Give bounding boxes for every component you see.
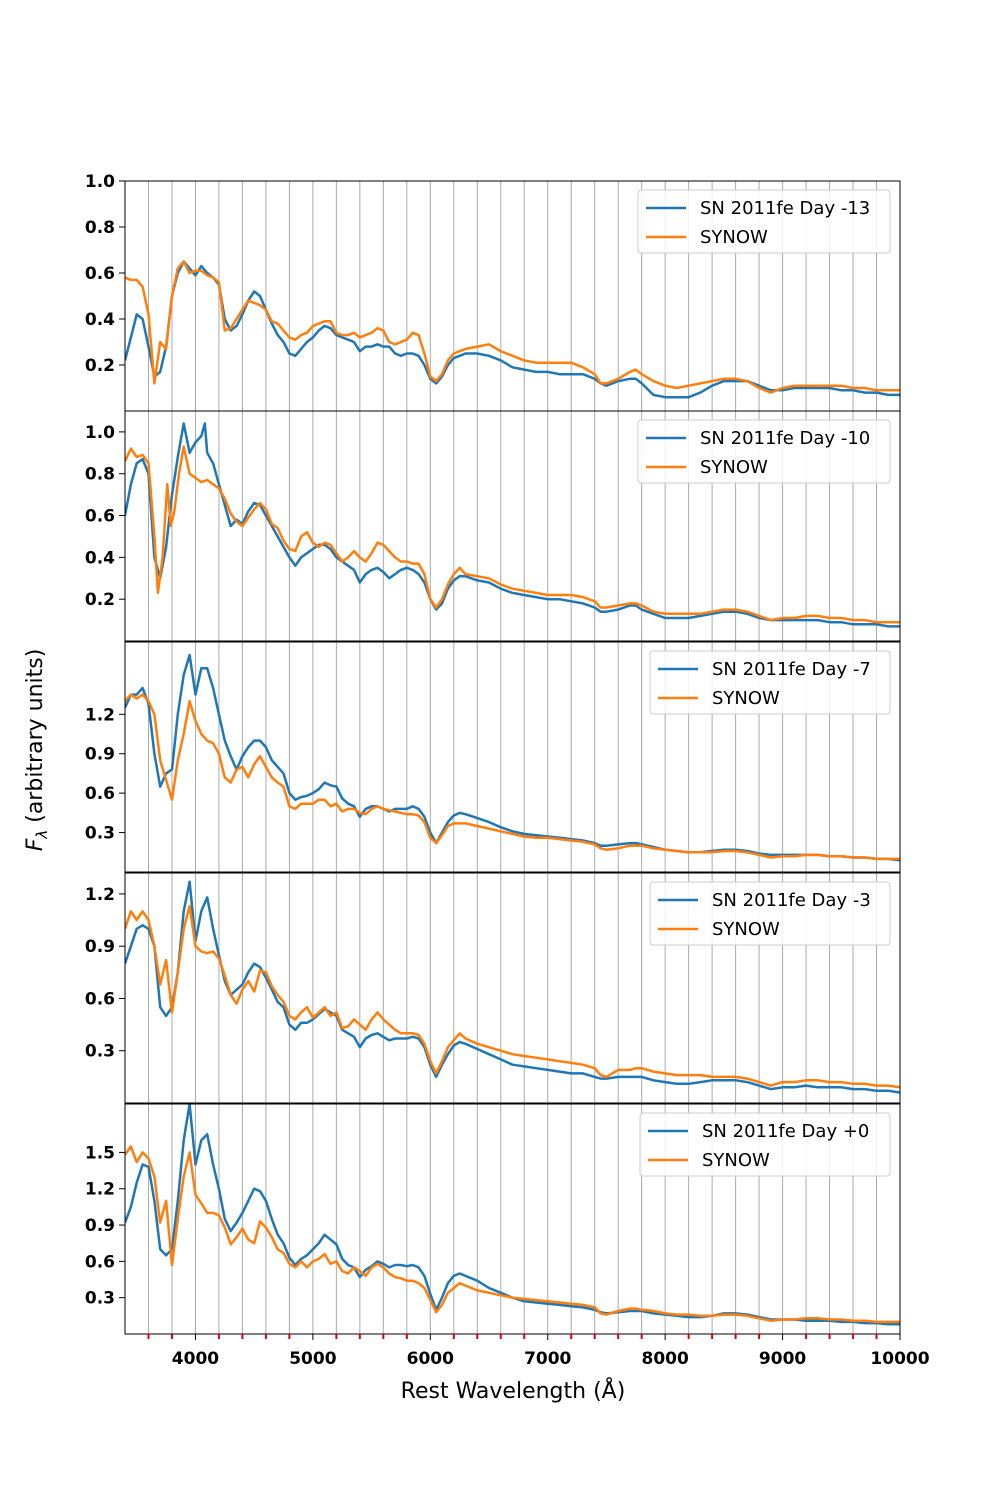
panel-4: 0.3 0.6 0.9 1.2 SN 2011fe Day -3 SYNOW (85, 872, 901, 1104)
x-tick-label: 9000 (759, 1349, 806, 1369)
legend-synow-label: SYNOW (712, 919, 780, 940)
y-tick-label: 0.9 (85, 1216, 115, 1236)
y-tick-label: 0.2 (85, 356, 115, 376)
panel-frame (124, 641, 901, 873)
y-tick-label: 0.3 (85, 824, 115, 844)
panel-frame (124, 872, 901, 1104)
y-axis-title-sub: λ (33, 830, 51, 840)
legend-observed-label: SN 2011fe Day -10 (700, 428, 870, 449)
y-tick-label: 0.6 (85, 264, 115, 284)
synow-model-line (125, 693, 900, 861)
panel-1: 0.2 0.4 0.6 0.8 1.0 SN 2011fe Day -13 SYNOW (85, 172, 901, 412)
synow-model-line (125, 1145, 900, 1324)
legend: SN 2011fe Day -13 SYNOW (637, 189, 891, 254)
y-axis-title-rest: (arbitrary units) (23, 649, 48, 830)
x-tick-label: 4000 (172, 1349, 219, 1369)
legend-observed-label: SN 2011fe Day -13 (700, 198, 870, 219)
y-tick-label: 0.3 (85, 1289, 115, 1309)
y-axis-title-main: F (23, 838, 48, 851)
y-tick-label: 0.6 (85, 784, 115, 804)
legend-box (649, 650, 891, 715)
legend-synow-label: SYNOW (702, 1150, 770, 1171)
y-tick-label: 1.2 (85, 885, 115, 905)
panel-5: 0.3 0.6 0.9 1.2 1.5 SN 2011fe Day +0 SYNOW (85, 1103, 901, 1335)
y-tick-label: 1.0 (85, 423, 115, 443)
panel-frame (124, 410, 901, 642)
synow-model-line (125, 260, 900, 394)
legend-box (637, 189, 891, 254)
y-tick-label: 0.2 (85, 590, 115, 610)
panel-frame (124, 1103, 901, 1335)
x-axis: 4000 5000 6000 7000 8000 9000 10000 (147, 1334, 930, 1369)
y-tick-label: 0.4 (85, 310, 115, 330)
panels: 0.20.40.60.81.0SN 2011fe Day -13SYNOW0.2… (85, 172, 901, 1335)
legend-observed-label: SN 2011fe Day -3 (712, 890, 871, 911)
y-tick-label: 1.0 (85, 172, 115, 192)
legend: SN 2011fe Day +0 SYNOW (639, 1112, 891, 1177)
y-tick-label: 0.6 (85, 989, 115, 1009)
y-tick-label: 1.2 (85, 705, 115, 725)
x-tick-label: 8000 (641, 1349, 688, 1369)
legend-observed-label: SN 2011fe Day +0 (702, 1121, 869, 1142)
legend-observed-label: SN 2011fe Day -7 (712, 659, 871, 680)
synow-model-line (125, 445, 900, 624)
legend-box (639, 1112, 891, 1177)
legend: SN 2011fe Day -10 SYNOW (637, 419, 891, 484)
observed-spectrum-line (125, 422, 900, 628)
x-tick-label: 7000 (524, 1349, 571, 1369)
x-tick-label: 5000 (289, 1349, 336, 1369)
y-tick-label: 0.8 (85, 465, 115, 485)
y-tick-label: 0.8 (85, 218, 115, 238)
y-tick-label: 0.3 (85, 1042, 115, 1062)
y-tick-label: 0.6 (85, 1252, 115, 1272)
synow-model-line (125, 904, 900, 1089)
y-tick-label: 0.9 (85, 937, 115, 957)
legend-synow-label: SYNOW (712, 688, 780, 709)
panel-2: 0.2 0.4 0.6 0.8 1.0 SN 2011fe Day -10 SYNOW (85, 410, 901, 642)
panel-3: 0.3 0.6 0.9 1.2 SN 2011fe Day -7 SYNOW (85, 641, 901, 873)
y-axis-title: Fλ (arbitrary units) (23, 649, 51, 852)
y-tick-label: 1.2 (85, 1180, 115, 1200)
legend-box (637, 419, 891, 484)
legend-synow-label: SYNOW (700, 227, 768, 248)
y-tick-label: 0.9 (85, 745, 115, 765)
y-tick-label: 1.5 (85, 1143, 115, 1163)
y-tick-label: 0.6 (85, 507, 115, 527)
x-tick-label: 6000 (407, 1349, 454, 1369)
x-tick-label: 10000 (870, 1349, 929, 1369)
legend-synow-label: SYNOW (700, 457, 768, 478)
legend-box (649, 881, 891, 946)
y-tick-label: 0.4 (85, 548, 115, 568)
x-axis-title: Rest Wavelength (Å) (401, 1377, 626, 1404)
legend: SN 2011fe Day -7 SYNOW (649, 650, 891, 715)
legend: SN 2011fe Day -3 SYNOW (649, 881, 891, 946)
